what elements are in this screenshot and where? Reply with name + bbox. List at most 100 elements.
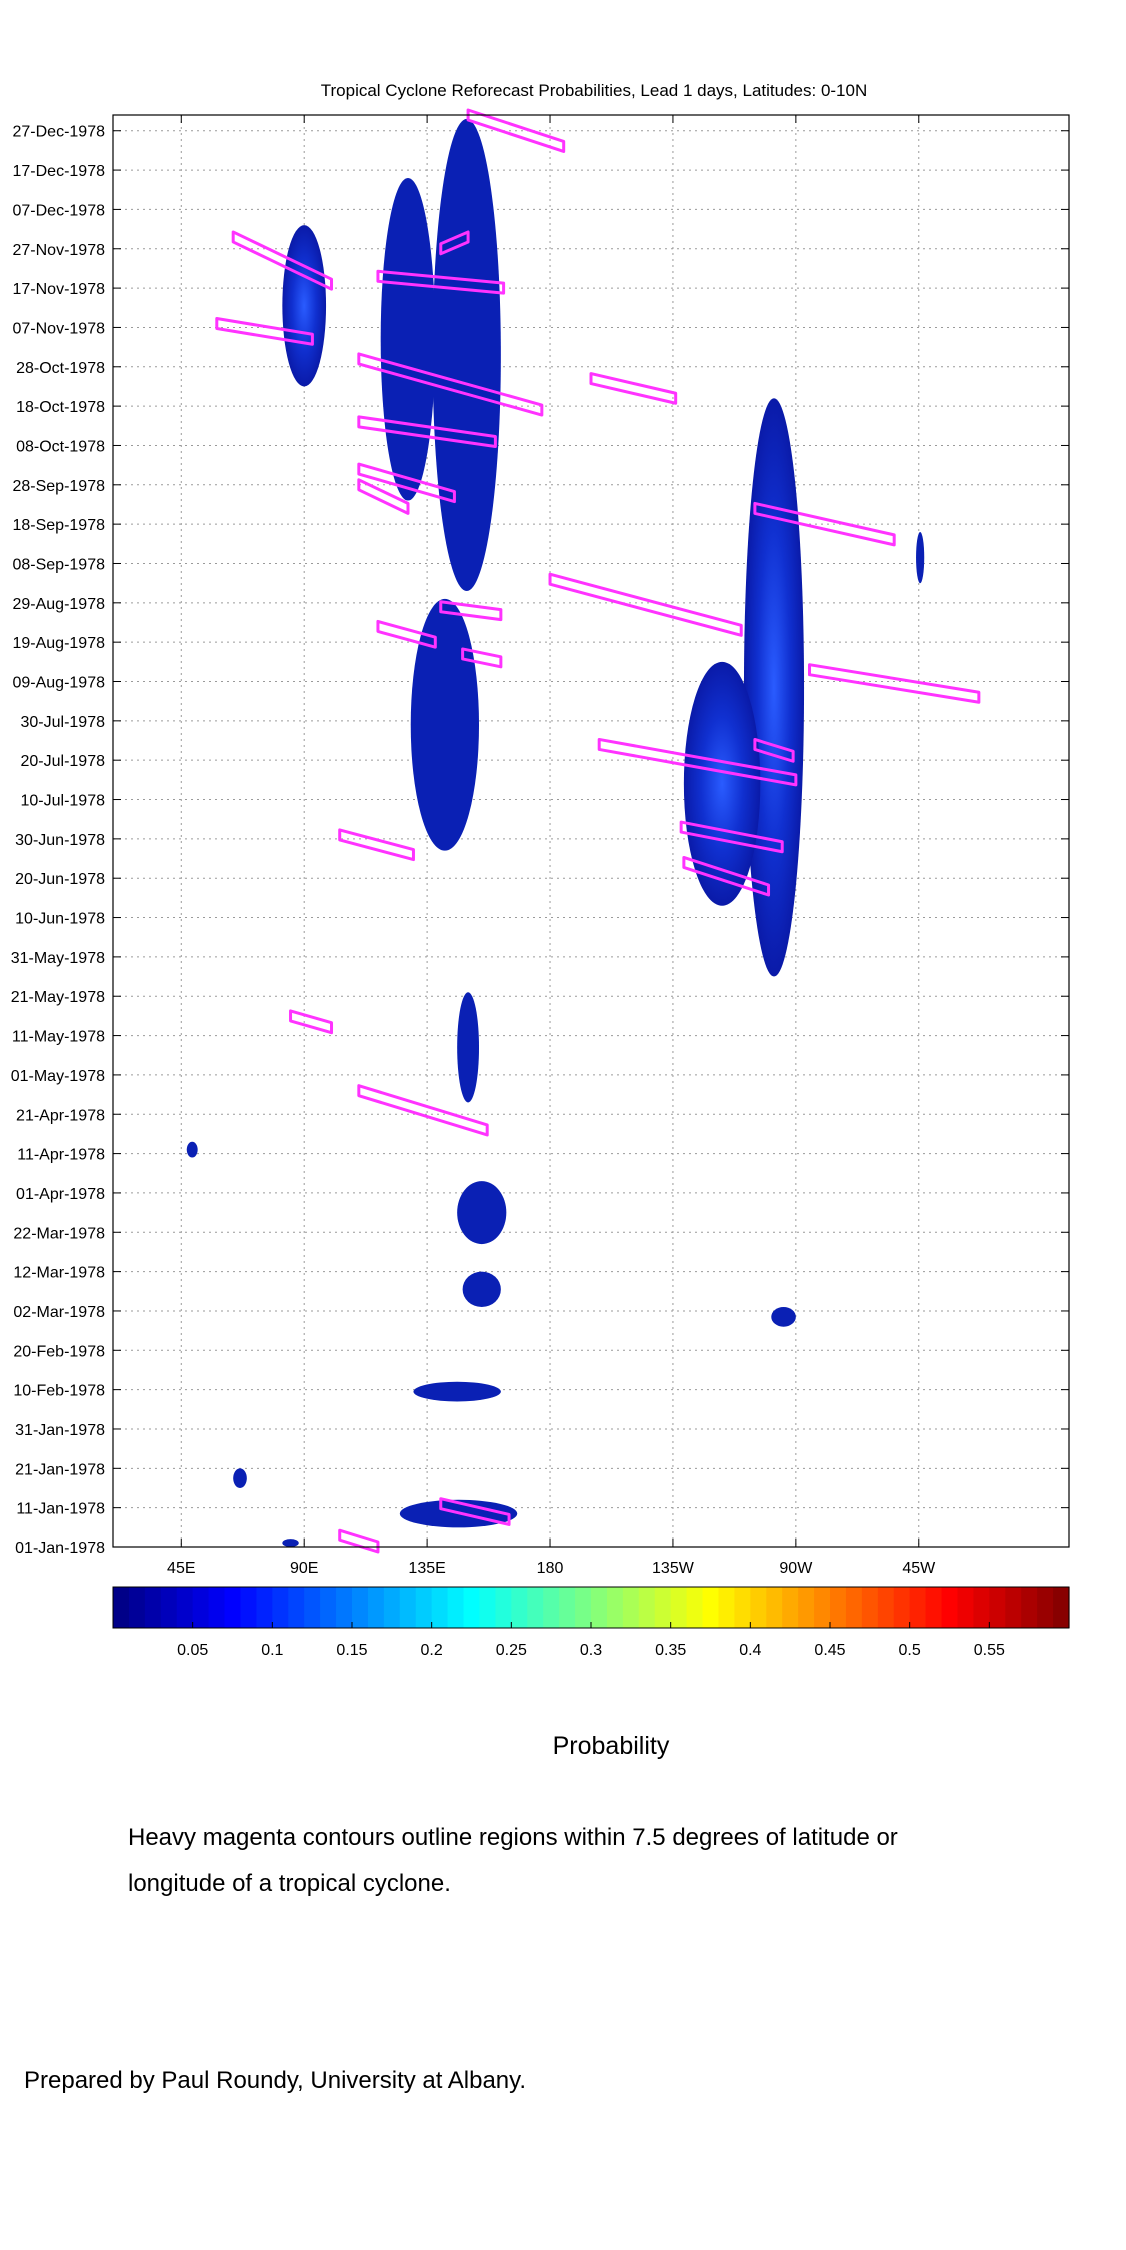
- probability-region: [462, 1271, 501, 1308]
- colorbar-cell: [686, 1587, 704, 1628]
- y-tick-label: 28-Oct-1978: [16, 360, 105, 377]
- y-tick-label: 01-Jan-1978: [15, 1540, 105, 1557]
- colorbar-cell: [654, 1587, 672, 1628]
- y-tick-label: 31-Jan-1978: [15, 1422, 105, 1439]
- cyclone-contour: [439, 1497, 511, 1526]
- colorbar-tick-label: 0.2: [421, 1642, 443, 1659]
- colorbar-cell: [1037, 1587, 1054, 1628]
- colorbar-cell: [479, 1587, 496, 1628]
- colorbar-cell: [622, 1587, 640, 1628]
- cyclone-contour: [357, 415, 497, 449]
- y-tick-label: 18-Sep-1978: [12, 517, 105, 534]
- colorbar-cell: [256, 1587, 273, 1628]
- colorbar-cell: [861, 1587, 879, 1628]
- cyclone-contour: [439, 600, 503, 622]
- colorbar-tick-label: 0.05: [177, 1642, 208, 1659]
- y-tick-label: 20-Jun-1978: [15, 871, 105, 888]
- probability-regions: [186, 118, 925, 1547]
- y-tick-label: 11-Jan-1978: [16, 1501, 105, 1518]
- colorbar-cell: [320, 1587, 337, 1628]
- y-tick-label: 21-Apr-1978: [16, 1107, 105, 1124]
- probability-region: [282, 225, 327, 387]
- colorbar-cell: [989, 1587, 1006, 1628]
- probability-region: [410, 598, 480, 851]
- colorbar-tick-label: 0.15: [336, 1642, 367, 1659]
- y-tick-label: 21-Jan-1978: [15, 1461, 105, 1478]
- colorbar-cell: [128, 1587, 146, 1628]
- y-tick-label: 08-Oct-1978: [16, 438, 105, 455]
- colorbar-cell: [144, 1587, 162, 1628]
- y-tick-label: 21-May-1978: [11, 989, 105, 1006]
- credit-line: Prepared by Paul Roundy, University at A…: [24, 2067, 527, 2094]
- cyclone-contour: [338, 828, 415, 862]
- cyclone-contour: [808, 663, 981, 704]
- colorbar-cell: [527, 1587, 544, 1628]
- y-tick-label: 27-Nov-1978: [13, 242, 106, 259]
- cyclone-contour: [357, 352, 544, 417]
- colorbar-label: Probability: [552, 1732, 670, 1760]
- colorbar-cell: [176, 1587, 194, 1628]
- cyclone-contour: [215, 317, 314, 346]
- probability-region: [771, 1307, 796, 1327]
- colorbar-cell: [670, 1587, 688, 1628]
- x-tick-label: 45E: [167, 1560, 195, 1577]
- x-tick-label: 45W: [902, 1560, 936, 1577]
- colorbar-cell: [830, 1587, 847, 1628]
- y-tick-label: 17-Dec-1978: [13, 163, 106, 180]
- colorbar-cell: [973, 1587, 990, 1628]
- colorbar-cell: [718, 1587, 735, 1628]
- y-tick-label: 01-Apr-1978: [16, 1186, 105, 1203]
- probability-region: [186, 1141, 198, 1158]
- colorbar-cell: [431, 1587, 449, 1628]
- colorbar-cell: [1053, 1587, 1070, 1628]
- tropical-cyclone-contours: [215, 108, 981, 1554]
- probability-region: [432, 118, 501, 592]
- cyclone-contour: [589, 372, 678, 405]
- y-tick-label: 20-Jul-1978: [21, 753, 106, 770]
- cyclone-contour: [679, 820, 784, 854]
- colorbar-cell: [543, 1587, 560, 1628]
- probability-region: [233, 1468, 247, 1488]
- contour-note: Heavy magenta contours outline regions w…: [128, 1824, 898, 1897]
- colorbar-cell: [1021, 1587, 1038, 1628]
- y-tick-label: 10-Feb-1978: [13, 1383, 105, 1400]
- colorbar-cell: [224, 1587, 242, 1628]
- colorbar-cell: [383, 1587, 401, 1628]
- colorbar-cell: [447, 1587, 465, 1628]
- x-tick-label: 90E: [290, 1560, 318, 1577]
- y-tick-label: 28-Sep-1978: [12, 478, 105, 495]
- y-tick-label: 07-Dec-1978: [13, 202, 106, 219]
- colorbar-cell: [734, 1587, 751, 1628]
- y-tick-label: 08-Sep-1978: [12, 556, 105, 573]
- probability-region: [457, 1181, 507, 1245]
- probability-region: [380, 177, 436, 501]
- cyclone-contour: [376, 619, 437, 649]
- colorbar-cell: [750, 1587, 767, 1628]
- probability-region: [282, 1539, 299, 1547]
- y-tick-label: 17-Nov-1978: [13, 281, 106, 298]
- colorbar-tick-label: 0.5: [899, 1642, 921, 1659]
- colorbar-tick-label: 0.45: [814, 1642, 845, 1659]
- colorbar-cell: [240, 1587, 257, 1628]
- y-tick-label: 07-Nov-1978: [13, 320, 106, 337]
- y-tick-label: 30-Jun-1978: [15, 832, 105, 849]
- y-tick-label: 10-Jul-1978: [21, 793, 106, 810]
- colorbar-cell: [495, 1587, 512, 1628]
- y-tick-label: 19-Aug-1978: [12, 635, 105, 652]
- colorbar-cell: [814, 1587, 831, 1628]
- x-tick-label: 180: [537, 1560, 564, 1577]
- cyclone-contour: [289, 1009, 334, 1035]
- y-tick-label: 20-Feb-1978: [13, 1343, 105, 1360]
- colorbar-cell: [352, 1587, 369, 1628]
- colorbar-cell: [845, 1587, 863, 1628]
- cyclone-contour: [231, 230, 334, 291]
- probability-region: [457, 992, 480, 1103]
- colorbar-cell: [925, 1587, 943, 1628]
- colorbar-cell: [702, 1587, 720, 1628]
- colorbar-cell: [192, 1587, 210, 1628]
- y-tick-label: 11-Apr-1978: [17, 1147, 105, 1164]
- cyclone-contour: [461, 647, 503, 669]
- colorbar-cell: [591, 1587, 608, 1628]
- y-axis: 01-Jan-1978 11-Jan-1978 21-Jan-1978 31-Jan-…: [11, 124, 1069, 1557]
